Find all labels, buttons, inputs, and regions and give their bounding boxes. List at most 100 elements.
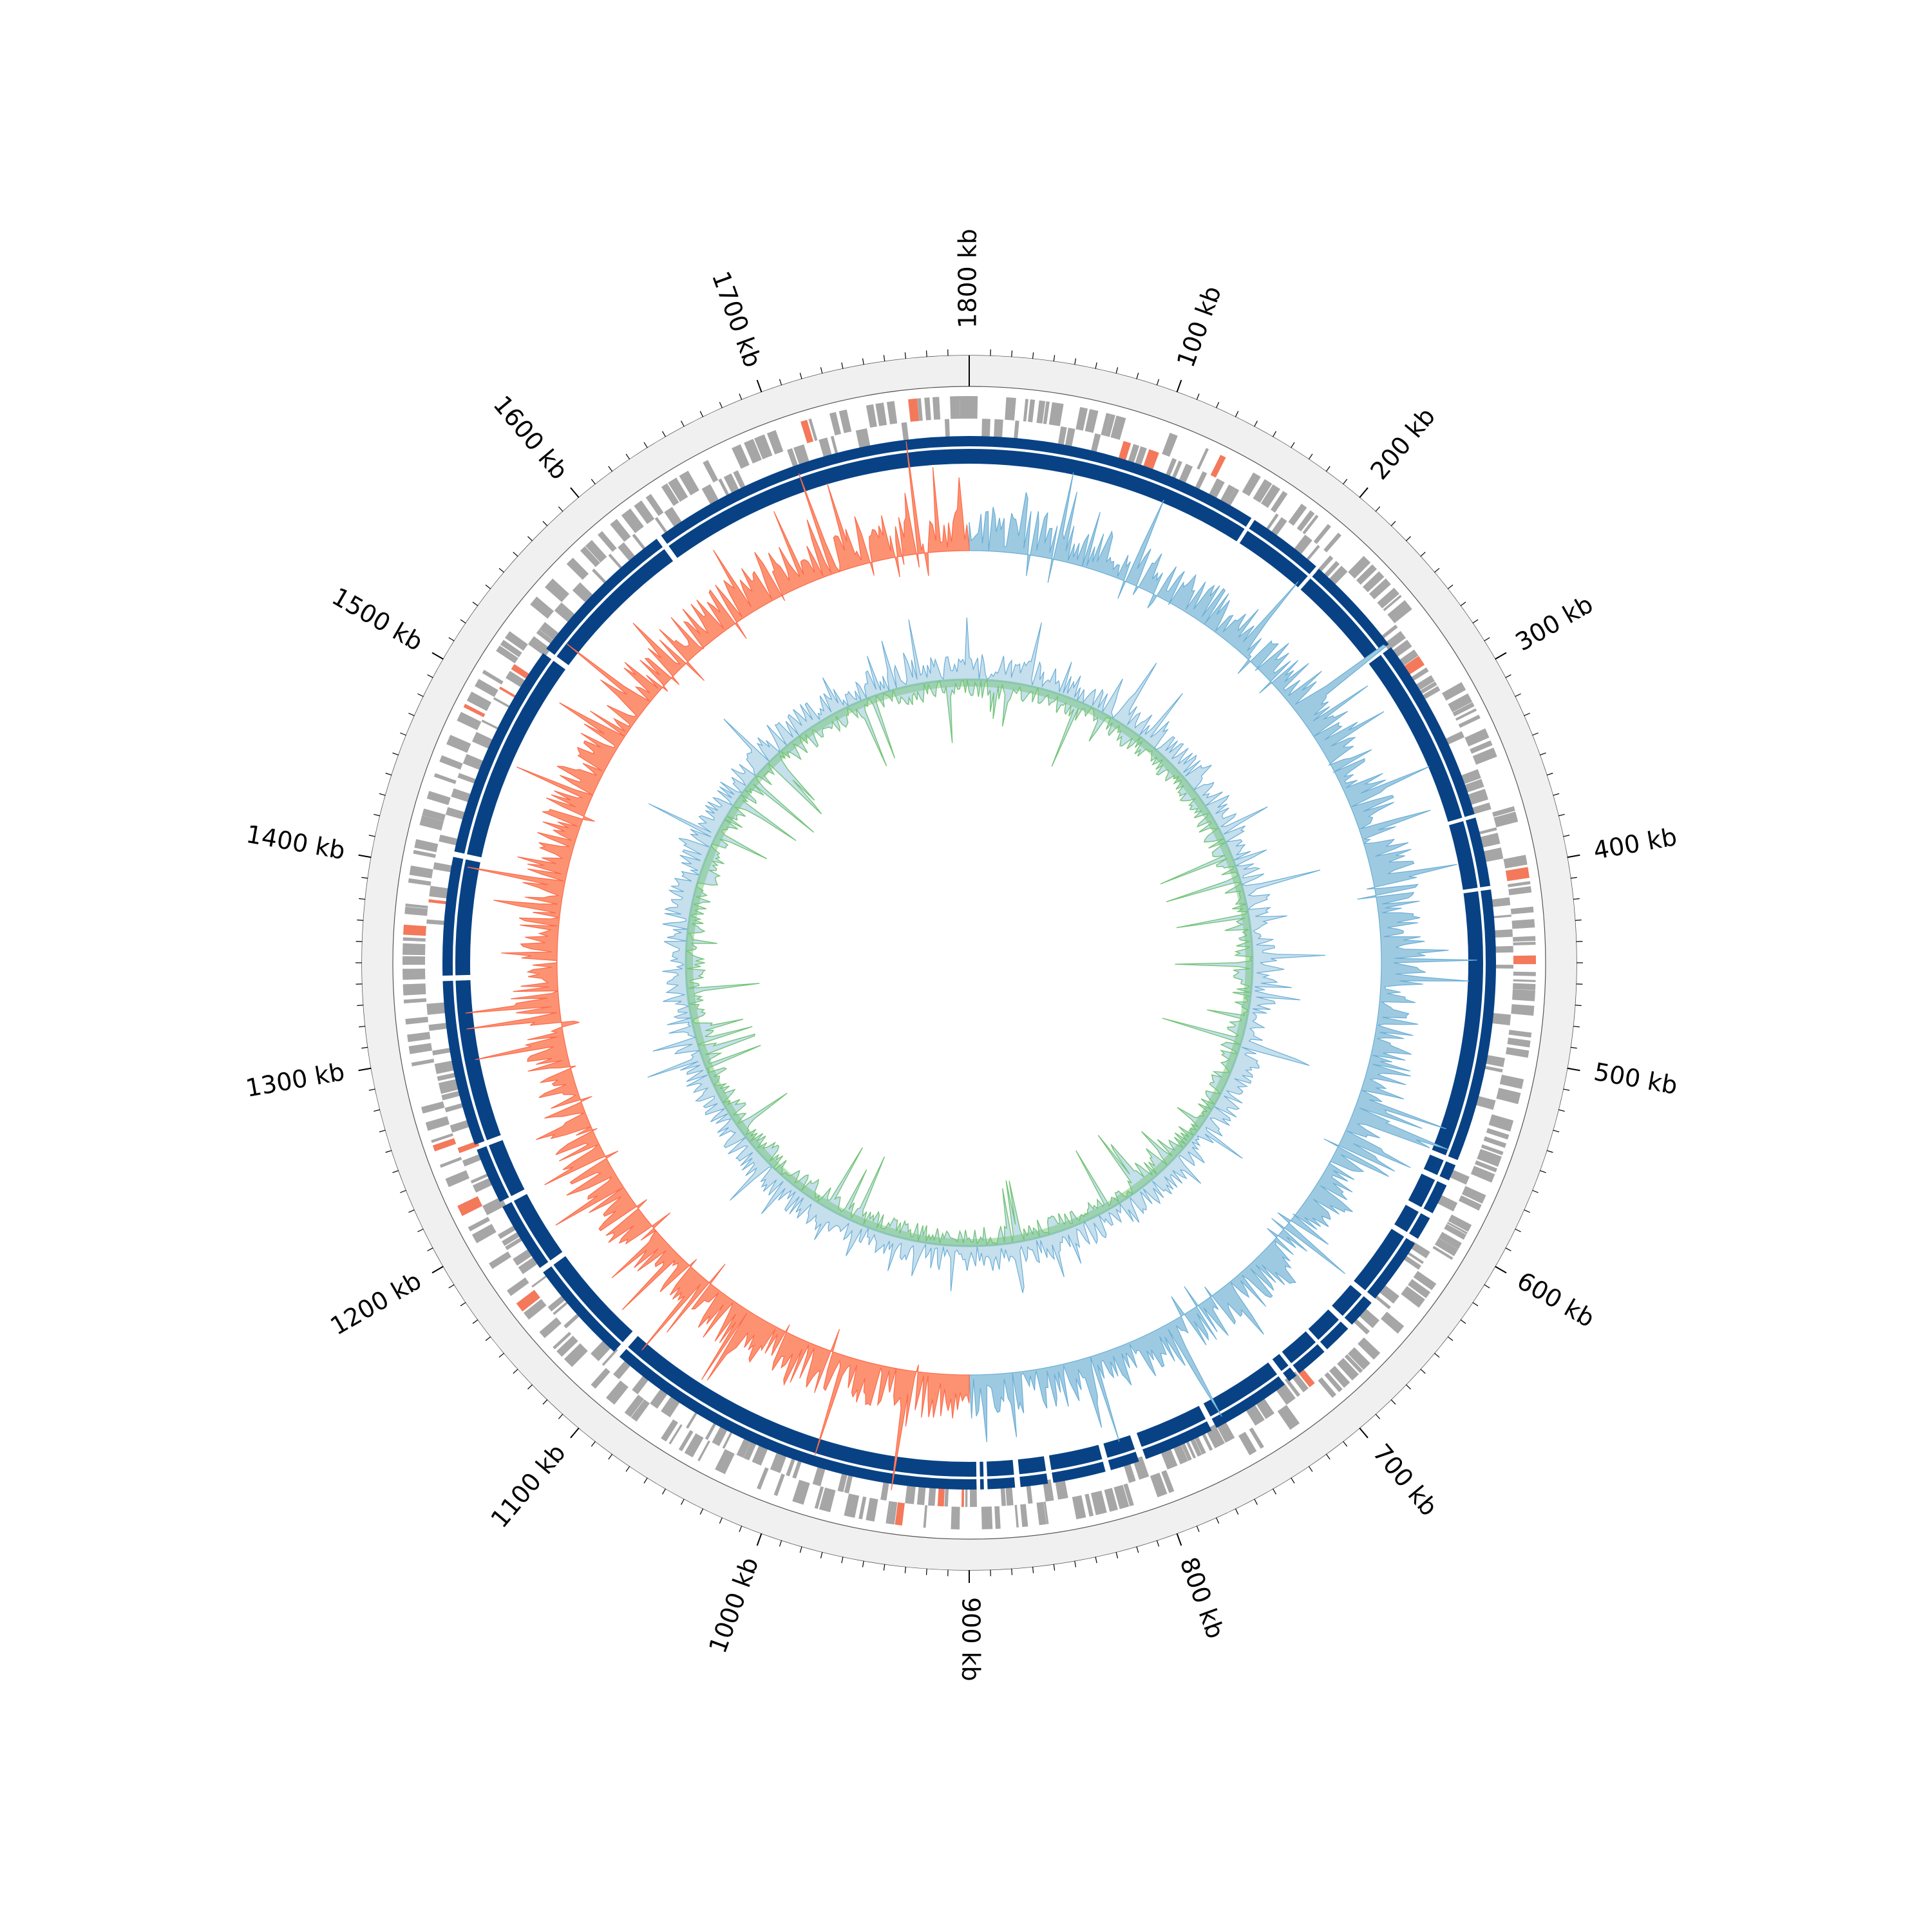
minor-tick — [1472, 1302, 1479, 1307]
feature-block — [1127, 444, 1140, 466]
feature-block — [766, 430, 784, 455]
minor-tick — [625, 1466, 630, 1472]
feature-block — [1464, 728, 1490, 747]
minor-tick — [1434, 567, 1440, 573]
contig-segment — [543, 1256, 633, 1352]
feature-block — [1507, 1037, 1531, 1048]
feature-block — [433, 862, 455, 873]
feature-block — [463, 703, 486, 717]
contig-segment — [661, 436, 969, 558]
contig-segment — [969, 436, 1252, 542]
minor-tick — [1325, 1454, 1331, 1460]
minor-tick — [1570, 1046, 1577, 1049]
minor-tick — [1420, 1368, 1426, 1374]
feature-block — [970, 1485, 977, 1507]
feature-block — [1482, 1054, 1505, 1067]
feature-block — [1492, 964, 1513, 969]
feature-block — [1179, 1439, 1192, 1461]
feature-block — [950, 396, 960, 419]
feature-block — [1438, 1231, 1462, 1250]
feature-block — [1150, 1472, 1168, 1497]
feature-block — [887, 1501, 898, 1525]
feature-block — [1329, 1365, 1350, 1388]
minor-tick — [361, 1046, 368, 1049]
scale-label: 1100 kb — [486, 1439, 571, 1533]
scale-label: 200 kb — [1365, 402, 1441, 485]
feature-block — [1225, 488, 1240, 509]
feature-block — [432, 1138, 457, 1151]
feature-block — [1448, 693, 1473, 712]
feature-block — [1387, 600, 1412, 623]
feature-block — [1023, 399, 1029, 422]
feature-block — [1260, 484, 1280, 508]
major-tick — [1567, 854, 1580, 858]
feature-block — [1277, 1405, 1300, 1430]
feature-block — [457, 712, 482, 730]
minor-tick — [448, 1284, 455, 1289]
minor-tick — [1460, 601, 1466, 607]
minor-tick — [408, 712, 415, 716]
feature-block — [1490, 914, 1511, 919]
feature-block — [1356, 564, 1377, 585]
minor-tick — [1156, 1540, 1160, 1547]
scale-label: 1300 kb — [243, 1057, 346, 1103]
minor-tick — [400, 732, 406, 736]
minor-tick — [527, 1384, 533, 1390]
minor-tick — [1095, 1557, 1097, 1564]
scale-label: 800 kb — [1175, 1553, 1230, 1642]
scale-ticks — [355, 349, 1583, 1583]
feature-block — [937, 1484, 945, 1507]
feature-block — [1513, 955, 1536, 965]
minor-tick — [1420, 551, 1426, 557]
minor-tick — [1505, 674, 1511, 678]
feature-block — [553, 1299, 571, 1315]
minor-tick — [719, 402, 723, 408]
feature-block — [1499, 1074, 1524, 1090]
feature-block — [1380, 1311, 1405, 1334]
feature-block — [1242, 472, 1261, 497]
feature-block — [1162, 433, 1178, 457]
feature-block — [411, 1059, 435, 1066]
feature-block — [1408, 1279, 1431, 1298]
feature-block — [630, 1399, 650, 1422]
minor-tick — [1136, 1546, 1139, 1553]
minor-tick — [1272, 431, 1277, 437]
minor-tick — [1484, 1284, 1490, 1289]
minor-tick — [1532, 732, 1539, 736]
feature-block — [493, 697, 513, 710]
feature-block — [1470, 1166, 1495, 1183]
feature-block — [743, 1438, 758, 1461]
feature-block — [1513, 983, 1536, 990]
feature-block — [457, 773, 479, 785]
feature-block — [439, 755, 463, 770]
feature-block — [1458, 1195, 1482, 1211]
feature-block — [1379, 624, 1398, 641]
minor-tick — [661, 431, 667, 437]
feature-block — [404, 906, 428, 916]
feature-block — [1472, 1095, 1496, 1110]
feature-block — [1122, 1461, 1136, 1483]
scale-label: 1700 kb — [706, 267, 767, 371]
contig-segment — [1136, 1406, 1212, 1459]
feature-block — [1461, 1186, 1486, 1204]
feature-block — [1043, 401, 1050, 424]
major-tick — [756, 1533, 762, 1546]
feature-block — [505, 1235, 526, 1251]
feature-block — [1193, 471, 1208, 493]
feature-block — [1197, 448, 1209, 470]
feature-block — [1028, 399, 1036, 422]
feature-block — [736, 1435, 752, 1458]
minor-tick — [408, 1209, 415, 1213]
major-tick — [431, 1265, 444, 1274]
scale-label: 400 kb — [1591, 822, 1679, 865]
feature-block — [1000, 1484, 1007, 1506]
feature-block — [1481, 1065, 1503, 1073]
feature-block — [445, 807, 468, 820]
feature-block — [1344, 1354, 1363, 1374]
major-tick — [358, 854, 372, 858]
feature-block — [1072, 1495, 1086, 1520]
minor-tick — [368, 835, 375, 837]
feature-block — [1372, 1293, 1391, 1310]
minor-tick — [359, 898, 366, 900]
feature-block — [718, 478, 731, 499]
